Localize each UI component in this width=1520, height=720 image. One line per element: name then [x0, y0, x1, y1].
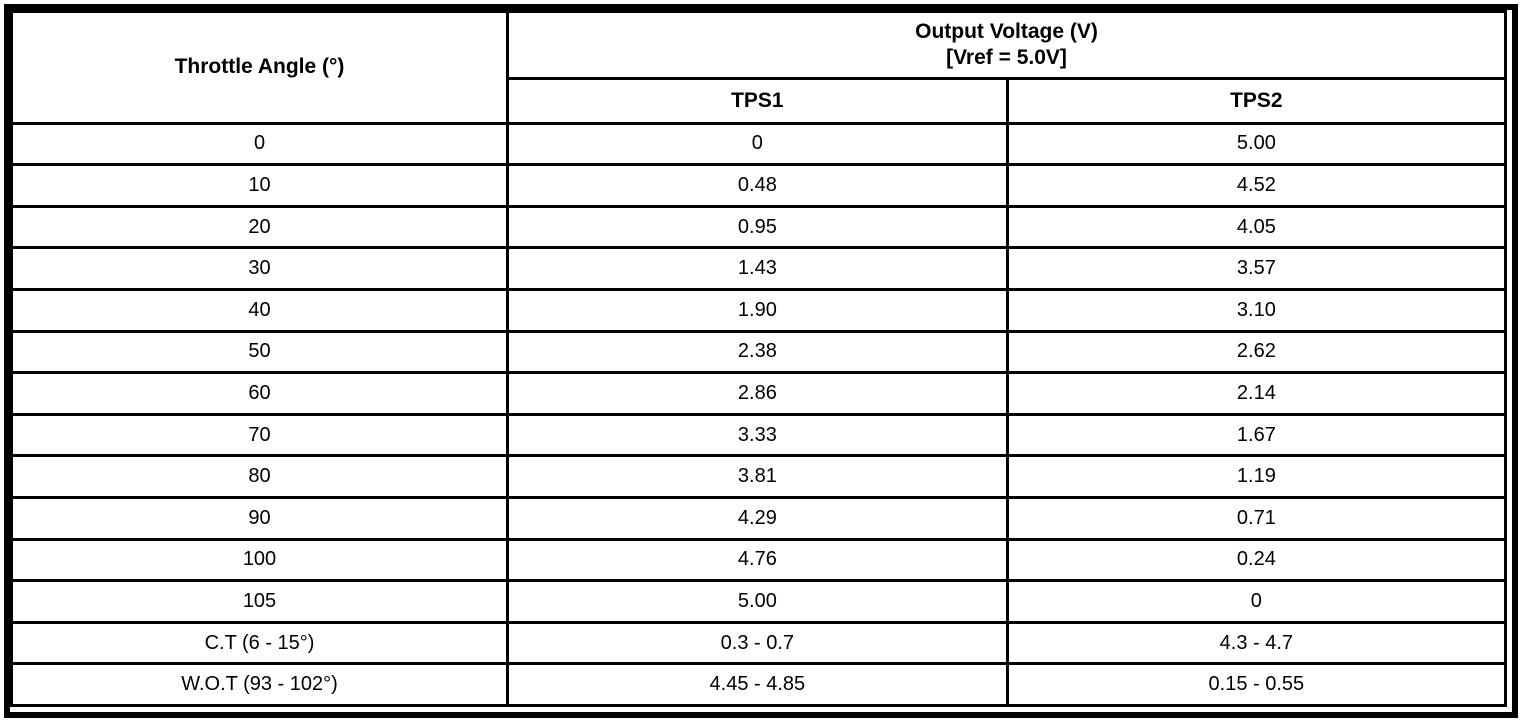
- tps2-value-cell: 0: [1005, 579, 1508, 624]
- throttle-angle-cell: 60: [10, 371, 509, 416]
- table-row: 50 2.38 2.62: [10, 329, 1508, 375]
- table-row: 10 0.48 4.52: [10, 163, 1508, 208]
- throttle-angle-cell: 80: [10, 454, 509, 499]
- table-row: 90 4.29 0.71: [10, 495, 1508, 541]
- table-header-row-group: Throttle Angle (°) Output Voltage (V) [V…: [10, 10, 1507, 125]
- table-row: 80 3.81 1.19: [10, 454, 1508, 499]
- tps1-value-cell: 4.76: [506, 537, 1009, 583]
- output-voltage-header-line1: Output Voltage (V): [915, 19, 1098, 43]
- throttle-angle-cell: 70: [10, 412, 509, 458]
- output-voltage-header: Output Voltage (V) [Vref = 5.0V]: [506, 10, 1507, 80]
- table-row: 100 4.76 0.24: [10, 537, 1508, 583]
- throttle-angle-cell: 90: [10, 495, 509, 541]
- throttle-angle-cell: C.T (6 - 15°): [10, 620, 509, 666]
- tps2-value-cell: 2.62: [1005, 329, 1508, 375]
- tps1-value-cell: 4.29: [506, 495, 1009, 541]
- throttle-angle-cell: 105: [10, 579, 509, 624]
- table-header-row-sub: TPS1 TPS2: [12, 76, 1508, 125]
- tps2-value-cell: 4.05: [1005, 204, 1508, 250]
- throttle-angle-cell: 20: [10, 204, 509, 250]
- throttle-angle-cell: 40: [10, 287, 509, 333]
- tps2-value-cell: 1.67: [1005, 412, 1508, 458]
- tps2-value-cell: 4.3 - 4.7: [1005, 620, 1508, 666]
- tps1-value-cell: 2.38: [506, 329, 1009, 375]
- table-row: W.O.T (93 - 102°) 4.45 - 4.85 0.15 - 0.5…: [10, 662, 1508, 707]
- output-voltage-header-line2: [Vref = 5.0V]: [946, 45, 1067, 69]
- table-row: 20 0.95 4.05: [10, 204, 1508, 250]
- tps1-value-cell: 3.33: [506, 412, 1009, 458]
- tps2-value-cell: 3.57: [1005, 246, 1508, 291]
- tps1-value-cell: 5.00: [506, 579, 1009, 624]
- tps-voltage-table-container: Throttle Angle (°) Output Voltage (V) [V…: [10, 10, 1508, 707]
- tps2-column-header: TPS2: [1005, 76, 1508, 125]
- tps2-value-cell: 5.00: [1005, 121, 1508, 167]
- tps2-value-cell: 4.52: [1005, 163, 1508, 208]
- tps1-value-cell: 4.45 - 4.85: [506, 662, 1009, 707]
- tps2-value-cell: 0.24: [1005, 537, 1508, 583]
- table-row: 105 5.00 0: [10, 579, 1508, 624]
- tps2-value-cell: 0.15 - 0.55: [1005, 662, 1508, 707]
- throttle-angle-cell: 30: [10, 246, 509, 291]
- table-row: 40 1.90 3.10: [10, 287, 1508, 333]
- tps1-value-cell: 1.90: [506, 287, 1009, 333]
- table-row: 0 0 5.00: [10, 121, 1508, 167]
- throttle-angle-cell: 0: [10, 121, 509, 167]
- table-row: 70 3.33 1.67: [10, 412, 1508, 458]
- tps2-value-cell: 2.14: [1005, 371, 1508, 416]
- throttle-angle-cell: W.O.T (93 - 102°): [10, 662, 509, 707]
- tps2-value-cell: 1.19: [1005, 454, 1508, 499]
- throttle-angle-header: Throttle Angle (°): [10, 10, 509, 125]
- tps1-value-cell: 3.81: [506, 454, 1009, 499]
- tps1-value-cell: 2.86: [506, 371, 1009, 416]
- tps2-value-cell: 3.10: [1005, 287, 1508, 333]
- tps1-value-cell: 1.43: [506, 246, 1009, 291]
- tps1-value-cell: 0: [506, 121, 1009, 167]
- tps2-value-cell: 0.71: [1005, 495, 1508, 541]
- tps1-column-header: TPS1: [506, 76, 1009, 125]
- tps1-value-cell: 0.95: [506, 204, 1009, 250]
- table-row: C.T (6 - 15°) 0.3 - 0.7 4.3 - 4.7: [10, 620, 1508, 666]
- throttle-angle-cell: 10: [10, 163, 509, 208]
- page-frame: Throttle Angle (°) Output Voltage (V) [V…: [4, 4, 1518, 718]
- tps1-value-cell: 0.3 - 0.7: [506, 620, 1009, 666]
- table-row: 30 1.43 3.57: [10, 246, 1508, 291]
- tps1-value-cell: 0.48: [506, 163, 1009, 208]
- throttle-angle-cell: 100: [10, 537, 509, 583]
- table-row: 60 2.86 2.14: [10, 371, 1508, 416]
- throttle-angle-cell: 50: [10, 329, 509, 375]
- tps-voltage-table: Throttle Angle (°) Output Voltage (V) [V…: [10, 10, 1508, 707]
